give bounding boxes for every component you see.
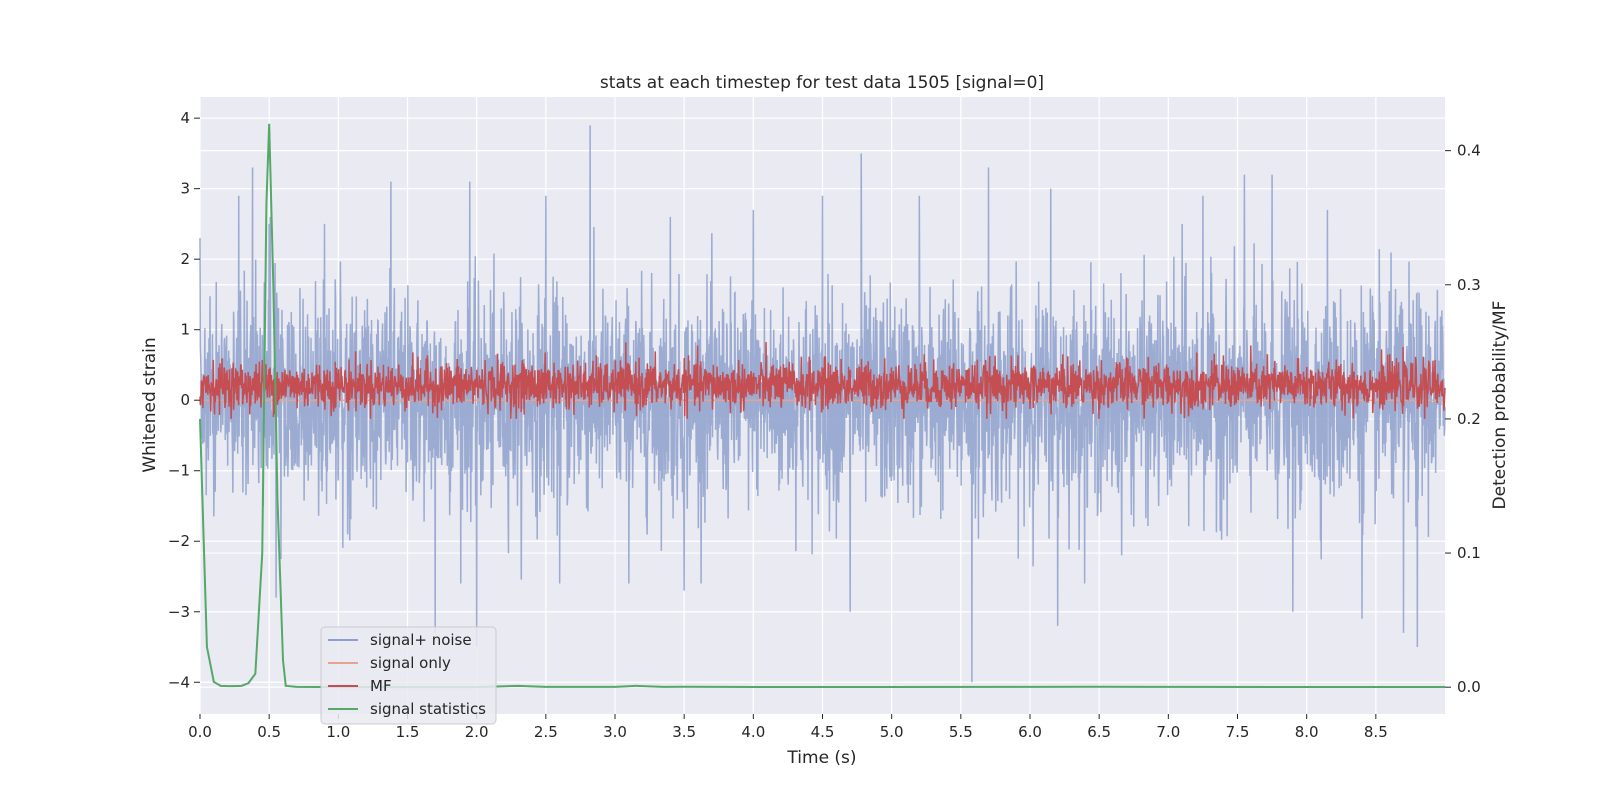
x-tick-label: 6.5 <box>1087 723 1111 741</box>
legend-label-signal-statistics: signal statistics <box>370 700 486 718</box>
y-left-tick-label: 1 <box>180 321 190 339</box>
x-tick-label: 8.5 <box>1364 723 1388 741</box>
y-axis-right-label: Detection probability/MF <box>1490 301 1510 510</box>
x-tick-label: 7.5 <box>1226 723 1250 741</box>
x-tick-label: 3.5 <box>672 723 696 741</box>
y-right-tick-label: 0.1 <box>1457 544 1481 562</box>
x-tick-label: 6.0 <box>1018 723 1042 741</box>
series-layer <box>199 123 1446 689</box>
y-right-tick-label: 0.0 <box>1457 678 1481 696</box>
y-left-tick-label: −2 <box>168 532 190 550</box>
x-tick-label: 1.5 <box>396 723 420 741</box>
x-tick-label: 8.0 <box>1295 723 1319 741</box>
chart-title: stats at each timestep for test data 150… <box>600 73 1044 93</box>
x-tick-label: 4.0 <box>741 723 765 741</box>
y-right-tick-label: 0.2 <box>1457 410 1481 428</box>
legend-label-signal-noise: signal+ noise <box>370 631 472 649</box>
x-tick-label: 5.0 <box>880 723 904 741</box>
y-left-tick-label: 3 <box>180 180 190 198</box>
series-mf <box>199 342 1446 419</box>
y-axis-left-label: Whitened strain <box>140 337 160 472</box>
y-left-tick-label: −3 <box>168 603 190 621</box>
y-left-tick-label: 0 <box>180 391 190 409</box>
legend-label-mf: MF <box>370 677 392 695</box>
y-right-tick-label: 0.4 <box>1457 142 1481 160</box>
x-tick-label: 5.5 <box>949 723 973 741</box>
y-left-tick-label: −4 <box>168 673 190 691</box>
x-tick-label: 3.0 <box>603 723 627 741</box>
x-tick-label: 4.5 <box>811 723 835 741</box>
x-tick-label: 1.0 <box>326 723 350 741</box>
legend-label-signal-only: signal only <box>370 654 451 672</box>
legend-box <box>320 626 497 725</box>
series-signal-noise <box>199 125 1446 683</box>
y-left-tick-label: 4 <box>180 109 190 127</box>
series-signal-statistics <box>199 123 1445 689</box>
y-right-tick-label: 0.3 <box>1457 276 1481 294</box>
x-tick-label: 2.5 <box>534 723 558 741</box>
x-tick-label: 2.0 <box>465 723 489 741</box>
legend: signal+ noise signal only MF signal stat… <box>320 626 497 725</box>
y-left-tick-label: −1 <box>168 462 190 480</box>
x-axis-label: Time (s) <box>786 748 856 768</box>
x-tick-label: 0.0 <box>188 723 212 741</box>
ticks: 0.0 0.5 1.0 1.5 2.0 2.5 3.0 3.5 4.0 4.5 5.0 5.5 6.0 6… <box>168 109 1481 741</box>
y-left-tick-label: 2 <box>180 250 190 268</box>
x-tick-label: 0.5 <box>257 723 281 741</box>
x-tick-label: 7.0 <box>1156 723 1180 741</box>
